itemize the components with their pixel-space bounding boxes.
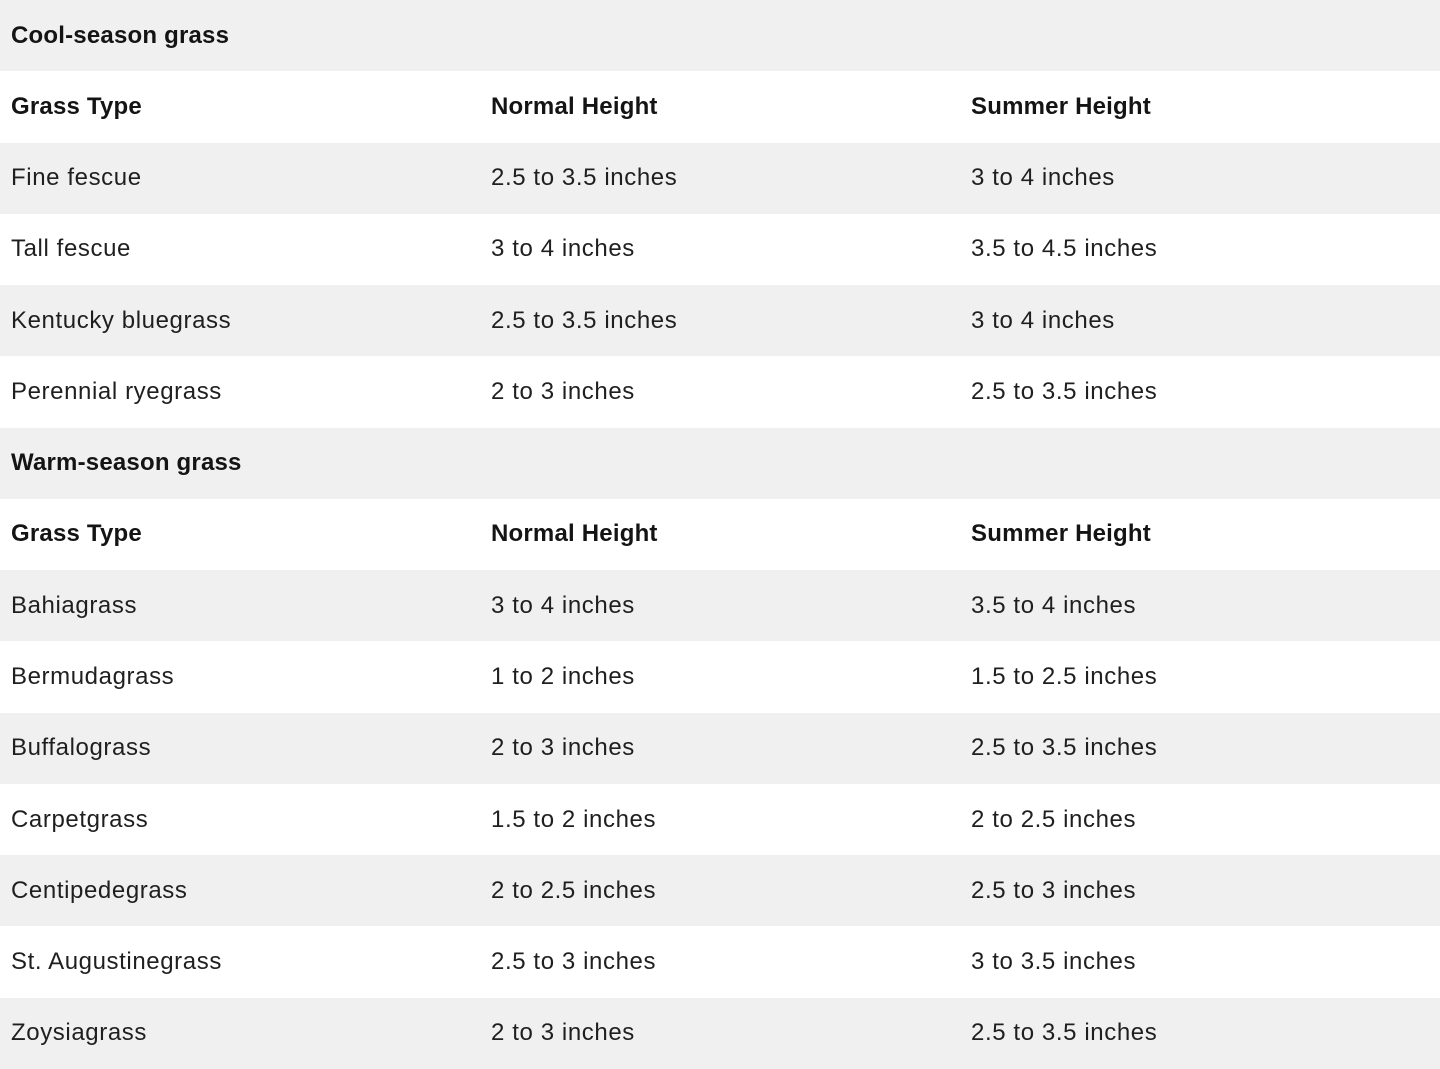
- normal-height-cell: 1 to 2 inches: [491, 663, 635, 691]
- column-header-row: Grass Type Normal Height Summer Height: [0, 498, 1440, 571]
- section-header-row: Warm-season grass: [0, 427, 1440, 499]
- normal-height-cell: 2.5 to 3 inches: [491, 948, 657, 976]
- section-title: Cool-season grass: [11, 21, 230, 49]
- grass-type-cell: Centipedegrass: [11, 876, 188, 904]
- summer-height-cell: 3 to 4 inches: [971, 164, 1115, 192]
- summer-height-cell: 2.5 to 3.5 inches: [971, 734, 1158, 762]
- summer-height-cell: 3.5 to 4 inches: [971, 591, 1137, 619]
- normal-height-cell: 2 to 3 inches: [491, 1019, 635, 1047]
- section-header-row: Cool-season grass: [0, 0, 1440, 72]
- table-row: Perennial ryegrass 2 to 3 inches 2.5 to 3.…: [0, 356, 1440, 428]
- grass-type-cell: Perennial ryegrass: [11, 377, 222, 405]
- grass-type-cell: Fine fescue: [11, 164, 142, 192]
- column-header: Summer Height: [971, 520, 1151, 548]
- section-title: Warm-season grass: [11, 449, 242, 477]
- column-header: Grass Type: [11, 92, 142, 120]
- normal-height-cell: 2.5 to 3.5 inches: [491, 164, 678, 192]
- grass-type-cell: Bahiagrass: [11, 591, 138, 619]
- table-row: St. Augustinegrass 2.5 to 3 inches 3 to 3.…: [0, 926, 1440, 998]
- table-row: Zoysiagrass 2 to 3 inches 2.5 to 3.5 inche…: [0, 997, 1440, 1069]
- table-row: Kentucky bluegrass 2.5 to 3.5 inches 3 to …: [0, 285, 1440, 357]
- grass-type-cell: St. Augustinegrass: [11, 948, 222, 976]
- table-row: Buffalograss 2 to 3 inches 2.5 to 3.5 inch…: [0, 712, 1440, 784]
- table-row: Bahiagrass 3 to 4 inches 3.5 to 4 inches: [0, 570, 1440, 642]
- grass-type-cell: Carpetgrass: [11, 805, 149, 833]
- column-header: Summer Height: [971, 92, 1151, 120]
- column-header: Grass Type: [11, 520, 142, 548]
- normal-height-cell: 2 to 3 inches: [491, 377, 635, 405]
- normal-height-cell: 2.5 to 3.5 inches: [491, 306, 678, 334]
- normal-height-cell: 3 to 4 inches: [491, 591, 635, 619]
- grass-type-cell: Bermudagrass: [11, 663, 175, 691]
- table-row: Tall fescue 3 to 4 inches 3.5 to 4.5 inche…: [0, 213, 1440, 286]
- table-row: Fine fescue 2.5 to 3.5 inches 3 to 4 inche…: [0, 142, 1440, 214]
- table-row: Carpetgrass 1.5 to 2 inches 2 to 2.5 inche…: [0, 783, 1440, 856]
- summer-height-cell: 3.5 to 4.5 inches: [971, 235, 1158, 263]
- column-header: Normal Height: [491, 92, 658, 120]
- normal-height-cell: 2 to 3 inches: [491, 734, 635, 762]
- normal-height-cell: 1.5 to 2 inches: [491, 805, 657, 833]
- grass-type-cell: Tall fescue: [11, 235, 131, 263]
- summer-height-cell: 3 to 4 inches: [971, 306, 1115, 334]
- summer-height-cell: 2 to 2.5 inches: [971, 805, 1137, 833]
- table-row: Bermudagrass 1 to 2 inches 1.5 to 2.5 inch…: [0, 641, 1440, 713]
- summer-height-cell: 3 to 3.5 inches: [971, 948, 1137, 976]
- normal-height-cell: 2 to 2.5 inches: [491, 876, 657, 904]
- grass-type-cell: Buffalograss: [11, 734, 152, 762]
- column-header-row: Grass Type Normal Height Summer Height: [0, 71, 1440, 143]
- summer-height-cell: 1.5 to 2.5 inches: [971, 663, 1158, 691]
- table-row: Centipedegrass 2 to 2.5 inches 2.5 to 3 in…: [0, 855, 1440, 927]
- grass-type-cell: Zoysiagrass: [11, 1019, 147, 1047]
- summer-height-cell: 2.5 to 3.5 inches: [971, 1019, 1158, 1047]
- normal-height-cell: 3 to 4 inches: [491, 235, 635, 263]
- summer-height-cell: 2.5 to 3.5 inches: [971, 377, 1158, 405]
- column-header: Normal Height: [491, 520, 658, 548]
- grass-type-cell: Kentucky bluegrass: [11, 306, 232, 334]
- summer-height-cell: 2.5 to 3 inches: [971, 876, 1137, 904]
